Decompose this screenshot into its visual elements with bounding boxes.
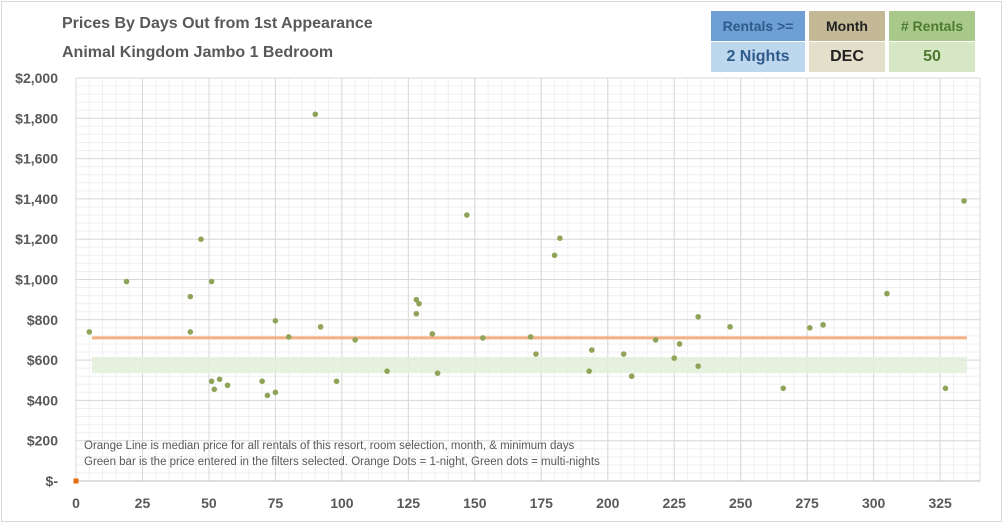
x-tick-label: 25 [135, 495, 151, 511]
multi-night-point [413, 310, 420, 317]
multi-night-point [352, 337, 358, 343]
multi-night-point [464, 212, 470, 218]
multi-night-point [187, 293, 194, 300]
y-tick-label: $200 [27, 433, 58, 449]
multi-night-point [586, 368, 592, 374]
multi-night-point [208, 378, 215, 385]
x-tick-label: 50 [201, 495, 217, 511]
multi-night-point [557, 235, 563, 241]
multi-night-point [86, 329, 93, 335]
minor-grid [75, 77, 981, 482]
multi-night-point [211, 386, 218, 393]
rentals-count-value: 50 [889, 42, 975, 72]
multi-night-point [727, 324, 733, 330]
x-tick-label: 125 [397, 495, 421, 511]
multi-night-point [820, 322, 826, 328]
x-tick-label: 250 [729, 495, 753, 511]
multi-night-point [671, 355, 678, 361]
multi-night-point [272, 389, 279, 396]
multi-night-point [652, 337, 659, 343]
y-tick-label: $600 [27, 352, 58, 368]
y-tick-label: $1,400 [15, 191, 58, 207]
x-tick-label: 75 [268, 495, 284, 511]
multi-night-point [551, 252, 558, 259]
multi-night-point [589, 347, 595, 353]
multi-night-point [224, 382, 231, 389]
rentals-filter-label: Rentals >= [711, 11, 805, 41]
month-filter-label: Month [809, 11, 885, 41]
y-tick-label: $1,800 [15, 110, 58, 126]
x-tick-label: 275 [795, 495, 819, 511]
y-tick-labels: $- $200 $400 $600 $800 $1,000 $1,200 $1,400 $1,6… [15, 70, 58, 489]
multi-night-point [533, 351, 539, 357]
chart-title: Prices By Days Out from 1st Appearance [62, 15, 373, 32]
x-tick-label: 300 [862, 495, 886, 511]
chart-subtitle: Animal Kingdom Jambo 1 Bedroom [62, 44, 334, 61]
x-tick-labels: 0 25 50 75 100 125 150 175 200 225 250 275 300 325 [72, 495, 952, 511]
multi-night-point [620, 351, 627, 357]
one-night-point [73, 478, 79, 484]
x-tick-label: 0 [72, 495, 80, 511]
x-tick-label: 225 [663, 495, 687, 511]
y-tick-label: $400 [27, 392, 58, 408]
multi-night-point [216, 376, 223, 383]
multi-night-point [198, 236, 204, 242]
x-tick-label: 100 [330, 495, 354, 511]
multi-night-point [480, 335, 486, 341]
rentals-count-label: # Rentals [889, 11, 975, 41]
annotation-legend: Green bar is the price entered in the fi… [84, 456, 600, 468]
y-tick-label: $- [46, 473, 59, 489]
y-tick-label: $2,000 [15, 70, 58, 86]
multi-night-point [780, 385, 787, 392]
multi-night-point [884, 290, 890, 297]
multi-night-point [961, 198, 967, 204]
multi-night-point [695, 363, 701, 369]
multi-night-point [259, 378, 265, 385]
y-tick-label: $1,200 [15, 231, 58, 247]
multi-night-point [527, 334, 534, 340]
multi-night-point [317, 324, 324, 330]
rentals-filter-value[interactable]: 2 Nights [711, 42, 805, 72]
multi-night-point [807, 325, 813, 331]
major-grid [75, 77, 981, 482]
month-filter-value[interactable]: DEC [809, 42, 885, 72]
x-tick-label: 150 [463, 495, 487, 511]
multi-night-point [187, 329, 194, 335]
multi-night-point [208, 278, 215, 285]
x-tick-label: 200 [596, 495, 620, 511]
multi-night-point [416, 300, 422, 307]
multi-night-point [413, 296, 420, 303]
multi-night-point [628, 373, 635, 380]
multi-night-point [272, 318, 279, 324]
multi-night-point [312, 111, 319, 118]
multi-night-point [384, 368, 390, 374]
multi-night-point [676, 341, 683, 347]
x-tick-label: 325 [928, 495, 952, 511]
multi-night-point [123, 278, 130, 285]
multi-night-point [434, 370, 441, 376]
annotation-median: Orange Line is median price for all rent… [84, 440, 574, 452]
multi-night-point [942, 385, 949, 392]
multi-night-point [695, 313, 701, 320]
multi-night-point [285, 334, 292, 340]
y-tick-label: $1,600 [15, 151, 58, 167]
filter-price-band [91, 357, 967, 374]
y-tick-label: $800 [27, 312, 58, 328]
y-tick-label: $1,000 [15, 272, 58, 288]
multi-night-point [264, 392, 271, 399]
multi-night-point [333, 378, 340, 385]
multi-night-point [429, 331, 436, 337]
data-points [73, 111, 967, 484]
x-tick-label: 175 [530, 495, 554, 511]
